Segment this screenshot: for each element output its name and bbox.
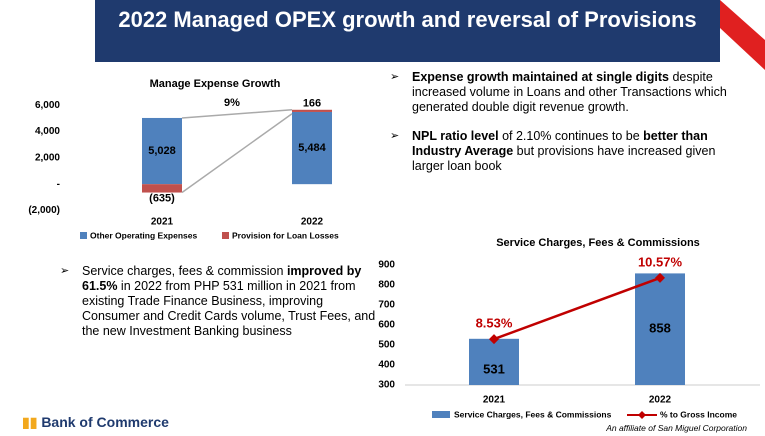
value-label: 858: [649, 321, 671, 336]
value-label: 5,028: [148, 145, 176, 157]
bullet-text: but provisions have increased given larg…: [412, 144, 716, 173]
title-banner: [95, 0, 720, 62]
connector: [181, 109, 293, 119]
bar: [142, 184, 182, 193]
legend-swatch: [222, 232, 229, 239]
y-tick-label: -: [57, 179, 60, 190]
bar: [635, 273, 685, 385]
bullets-right: Expense growth maintained at single digi…: [390, 70, 750, 188]
y-tick-label: 2,000: [35, 152, 60, 163]
bullet: Service charges, fees & commission impro…: [60, 264, 380, 339]
value-label: 8.53%: [476, 316, 513, 331]
value-label: 10.57%: [638, 254, 683, 269]
annotation: 9%: [224, 97, 240, 109]
chart-title: Manage Expense Growth: [150, 78, 281, 90]
line: [493, 276, 661, 341]
value-label: 5,484: [298, 142, 326, 154]
bullet-text: improved by 61.5%: [82, 264, 362, 293]
bullet: Expense growth maintained at single digi…: [390, 70, 750, 115]
logo-text: Bank of Commerce: [41, 414, 169, 430]
bullet-text: Service charges, fees & commission: [82, 264, 287, 278]
bar: [142, 117, 182, 185]
y-tick-label: (2,000): [28, 205, 60, 216]
legend-label: Other Operating Expenses: [90, 230, 197, 240]
logo: ▮▮ Bank of Commerce: [22, 414, 169, 431]
value-label: 531: [483, 361, 505, 376]
x-tick-label: 2021: [483, 395, 506, 406]
y-tick-label: 4,000: [35, 126, 60, 137]
marker: [489, 334, 499, 345]
legend-swatch: [638, 411, 646, 419]
slide-title: 2022 Managed OPEX growth and reversal of…: [118, 7, 697, 32]
bullet-text: Expense growth maintained at single digi…: [412, 70, 669, 84]
x-tick-label: 2022: [649, 395, 672, 406]
legend-label: Service Charges, Fees & Commissions: [454, 409, 612, 419]
bullet-text: NPL ratio level: [412, 129, 499, 143]
y-tick-label: 6,000: [35, 100, 60, 111]
bullet-text: better than Industry Average: [412, 129, 708, 158]
bar: [292, 111, 332, 185]
chart-title: Service Charges, Fees & Commissions: [496, 237, 700, 249]
x-tick-label: 2022: [301, 217, 324, 228]
bullet-text: in 2022 from PHP 531 million in 2021 fro…: [82, 279, 376, 338]
y-tick-label: 600: [378, 320, 395, 331]
y-tick-label: 300: [378, 380, 395, 391]
legend-label: % to Gross Income: [660, 409, 737, 419]
legend-swatch: [80, 232, 87, 239]
y-tick-label: 700: [378, 300, 395, 311]
bar: [469, 338, 519, 385]
y-tick-label: 900: [378, 260, 395, 271]
value-label: 166: [303, 98, 321, 110]
y-tick-label: 800: [378, 280, 395, 291]
legend-swatch: [432, 411, 450, 418]
x-tick-label: 2021: [151, 217, 174, 228]
y-tick-label: 500: [378, 340, 395, 351]
bar: [292, 109, 332, 112]
value-label: (635): [149, 192, 175, 204]
bullet-text: of 2.10% continues to be: [498, 129, 644, 143]
marker: [655, 272, 665, 283]
bullet: NPL ratio level of 2.10% continues to be…: [390, 129, 750, 174]
bullets-left: Service charges, fees & commission impro…: [60, 264, 380, 353]
footer: An affiliate of San Miguel Corporation: [606, 423, 747, 433]
connector: [181, 113, 293, 194]
logo-icon: ▮▮: [22, 414, 42, 430]
y-tick-label: 400: [378, 360, 395, 371]
legend-label: Provision for Loan Losses: [232, 230, 339, 240]
bullet-text: despite increased volume in Loans and ot…: [412, 70, 727, 114]
